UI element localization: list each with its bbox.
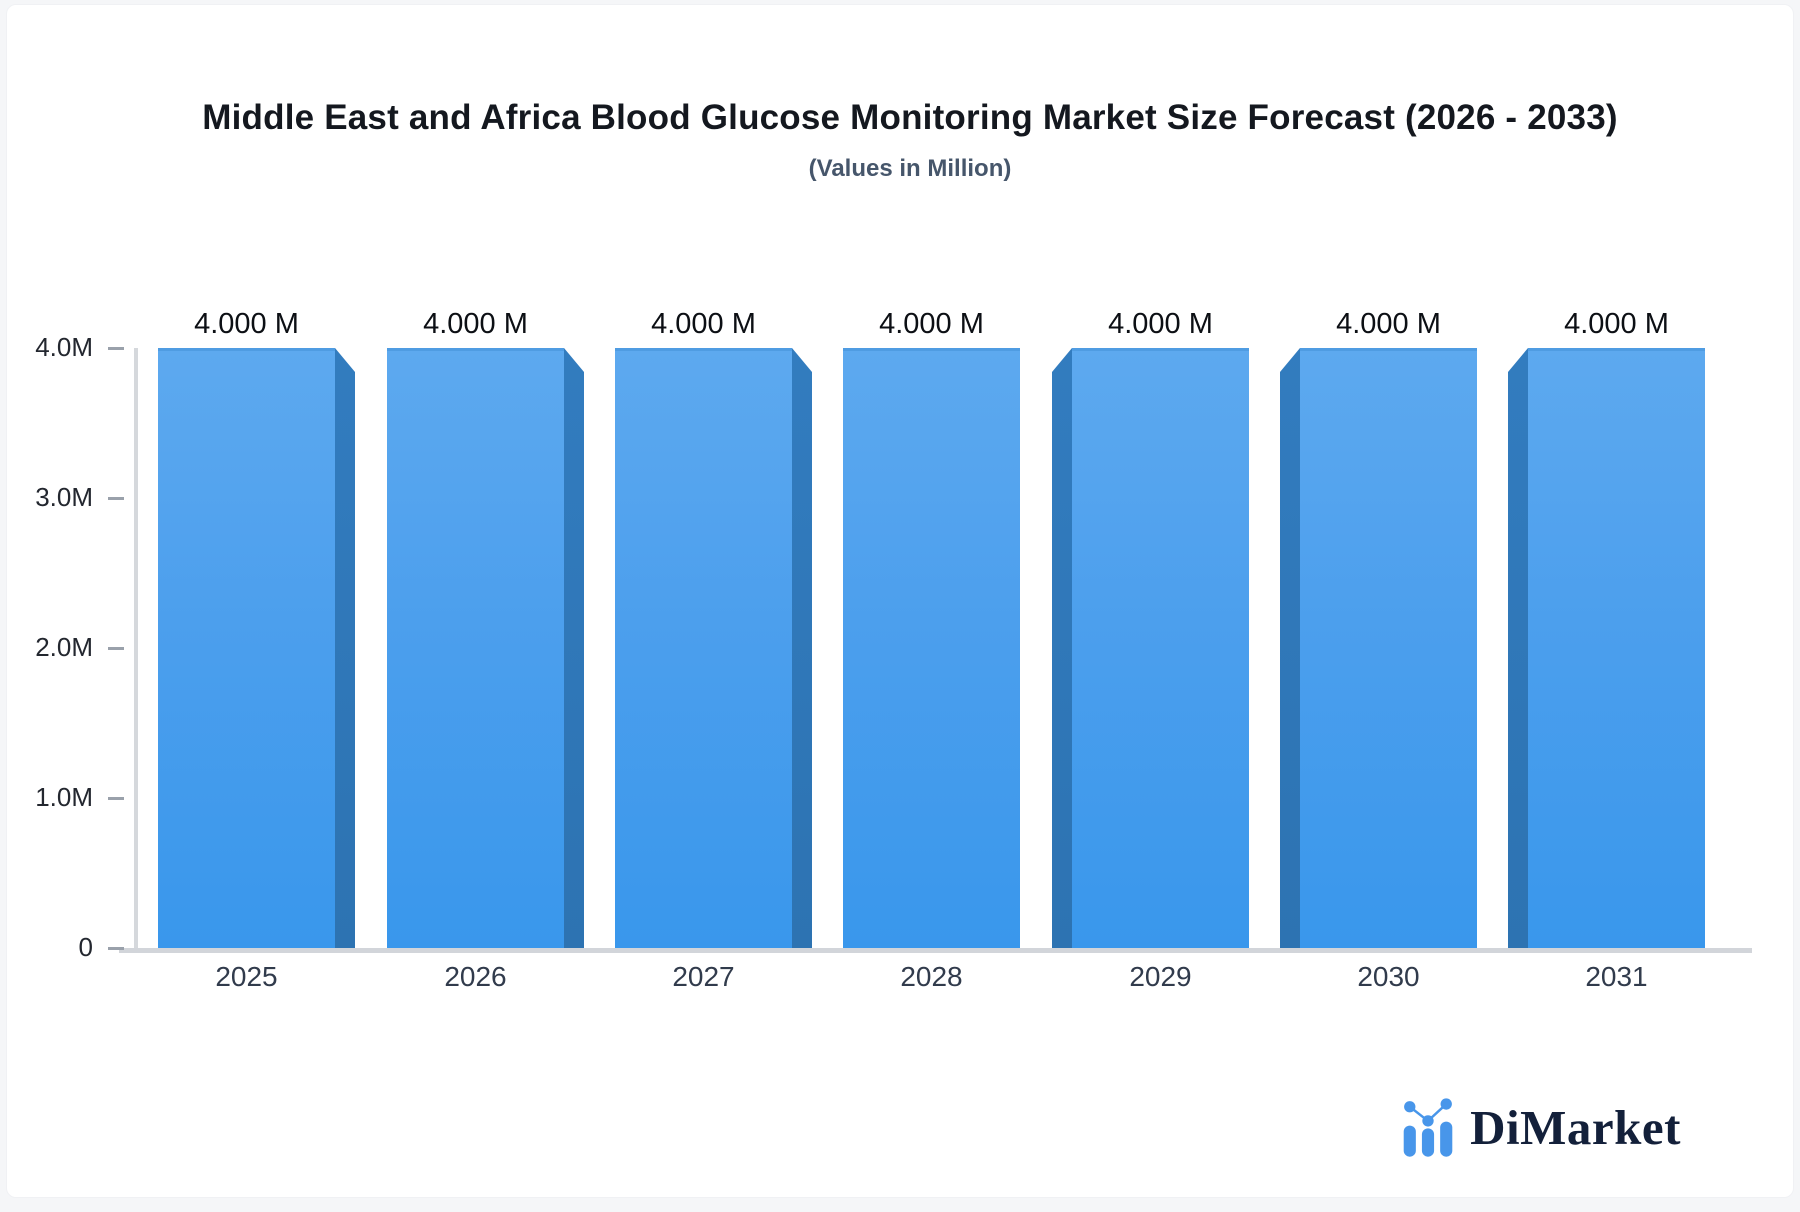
bar-3d-side <box>335 348 355 948</box>
bar-face <box>387 348 564 948</box>
bar-chart-trend-icon <box>1403 1098 1453 1157</box>
bar-category-label: 2026 <box>444 961 507 992</box>
y-tick-mark <box>108 497 124 500</box>
bar-face <box>1528 348 1705 948</box>
bar-category-label: 2031 <box>1585 961 1648 992</box>
bar-value-label: 4.000 M <box>651 308 756 340</box>
bar-face <box>615 348 792 948</box>
bar-3d-side <box>564 348 584 948</box>
bar-value-label: 4.000 M <box>1108 308 1213 340</box>
y-tick-mark <box>108 647 124 650</box>
bar-category-label: 2028 <box>900 961 963 992</box>
bar-value-label: 4.000 M <box>1564 308 1669 340</box>
x-axis-baseline <box>119 948 1752 953</box>
bar-2028: 4.000 M 2028 <box>843 308 1020 992</box>
bar-category-label: 2027 <box>672 961 735 992</box>
bar-category-label: 2030 <box>1357 961 1420 992</box>
bar-face <box>158 348 335 948</box>
bar-3d-side <box>1508 348 1528 948</box>
bar-2031: 4.000 M 2031 <box>1508 308 1705 992</box>
bar-2029: 4.000 M 2029 <box>1052 308 1249 992</box>
bar-3d-side <box>1280 348 1300 948</box>
bar-value-label: 4.000 M <box>194 308 299 340</box>
bar-face <box>1300 348 1477 948</box>
chart-subtitle: (Values in Million) <box>808 155 1012 182</box>
brand-name: DiMarket <box>1470 1099 1681 1155</box>
y-tick-label: 2.0M <box>35 632 93 662</box>
y-tick-mark <box>108 797 124 800</box>
y-tick-label: 3.0M <box>35 482 93 512</box>
chart-title: Middle East and Africa Blood Glucose Mon… <box>202 98 1618 137</box>
plot-area: 4.0M 3.0M 2.0M 1.0M 0 4.000 M 2025 4.000… <box>7 5 1793 1197</box>
chart-card: Middle East and Africa Blood Glucose Mon… <box>6 4 1794 1198</box>
y-tick-label: 4.0M <box>35 332 93 362</box>
bar-2030: 4.000 M 2030 <box>1280 308 1477 992</box>
bar-3d-side <box>1052 348 1072 948</box>
bar-value-label: 4.000 M <box>1336 308 1441 340</box>
y-tick-label: 0 <box>78 932 93 962</box>
bar-value-label: 4.000 M <box>879 308 984 340</box>
chart-header: Middle East and Africa Blood Glucose Mon… <box>27 93 1793 183</box>
y-tick-label: 1.0M <box>35 782 93 812</box>
bar-2025: 4.000 M 2025 <box>158 308 355 992</box>
bar-face <box>1072 348 1249 948</box>
y-tick-mark <box>108 347 124 350</box>
y-tick-mark <box>108 947 124 950</box>
bar-2026: 4.000 M 2026 <box>387 308 584 992</box>
bar-value-label: 4.000 M <box>423 308 528 340</box>
bar-3d-side <box>792 348 812 948</box>
bar-2027: 4.000 M 2027 <box>615 308 812 992</box>
bar-category-label: 2025 <box>215 961 278 992</box>
bar-category-label: 2029 <box>1129 961 1192 992</box>
bar-face <box>843 348 1020 948</box>
brand-logo: DiMarket <box>1401 1097 1681 1157</box>
y-axis-line <box>134 348 138 948</box>
